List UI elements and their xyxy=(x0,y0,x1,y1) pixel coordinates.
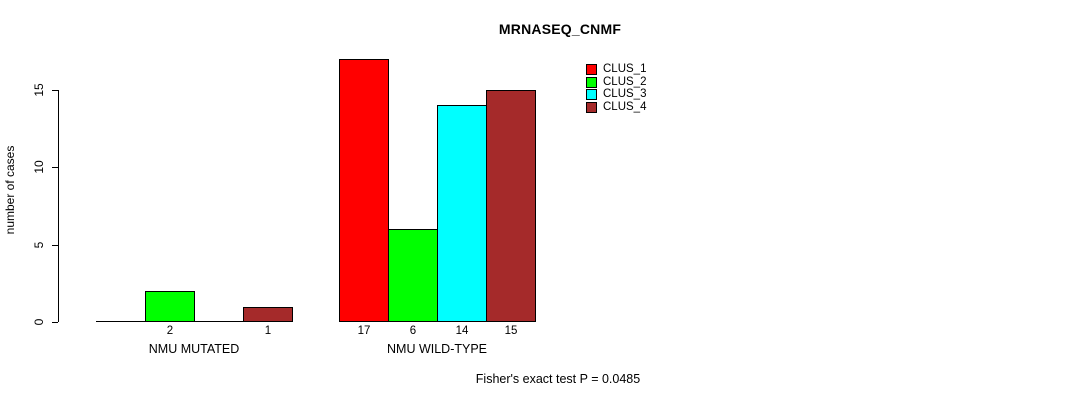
legend-item: CLUS_4 xyxy=(586,101,647,114)
legend-item: CLUS_2 xyxy=(586,75,647,88)
y-tick xyxy=(52,245,58,246)
x-group-label: NMU MUTATED xyxy=(148,342,240,356)
x-group-label: NMU WILD-TYPE xyxy=(387,342,487,356)
bar-value-label: 1 xyxy=(264,325,272,337)
bar-value-label: 15 xyxy=(504,325,518,337)
bar-clus_1 xyxy=(339,59,389,322)
y-axis-line xyxy=(58,90,59,322)
y-axis-label: number of cases xyxy=(3,145,17,235)
y-tick-label: 10 xyxy=(32,160,46,174)
bar-clus_4 xyxy=(486,90,536,322)
bar-clus_4 xyxy=(243,307,293,322)
y-tick-label: 15 xyxy=(32,83,46,97)
legend-label: CLUS_1 xyxy=(603,63,647,75)
legend-item: CLUS_3 xyxy=(586,88,647,101)
legend-swatch xyxy=(586,76,597,88)
legend-item: CLUS_1 xyxy=(586,63,647,75)
bar-clus_2 xyxy=(145,291,195,322)
legend-swatch xyxy=(586,102,597,114)
bar-clus_3 xyxy=(437,105,487,322)
bar-value-label: 14 xyxy=(455,325,469,337)
bar-value-label: 2 xyxy=(166,325,174,337)
fisher-test-annotation: Fisher's exact test P = 0.0485 xyxy=(475,372,641,386)
bar-clus_2 xyxy=(388,229,438,322)
y-tick xyxy=(52,167,58,168)
legend-label: CLUS_4 xyxy=(603,101,647,114)
legend-swatch xyxy=(586,89,597,101)
legend-swatch xyxy=(586,64,597,75)
y-tick-label: 5 xyxy=(32,241,46,249)
y-tick-label: 0 xyxy=(32,318,46,326)
bar-value-label: 17 xyxy=(357,325,371,337)
bar-value-label: 6 xyxy=(409,325,417,337)
legend-label: CLUS_3 xyxy=(603,88,647,101)
legend-label: CLUS_2 xyxy=(603,75,647,88)
chart-title: MRNASEQ_CNMF xyxy=(498,21,622,37)
y-tick xyxy=(52,322,58,323)
y-tick xyxy=(52,90,58,91)
